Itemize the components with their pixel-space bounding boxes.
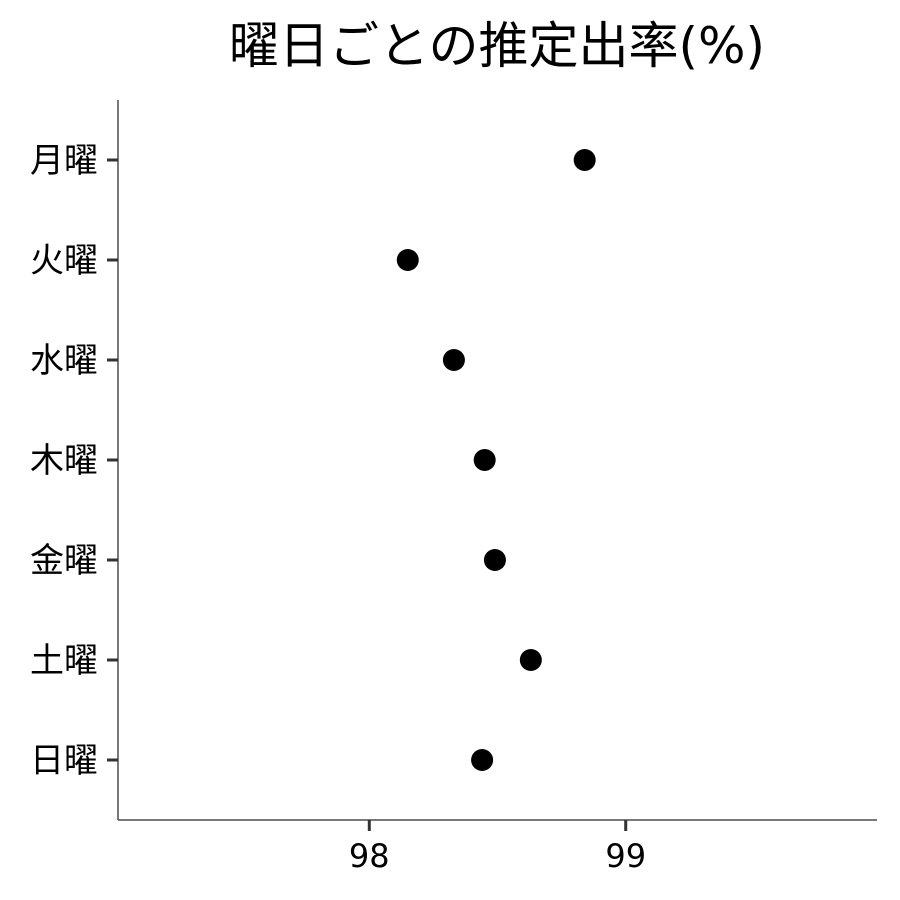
chart-title: 曜日ごとの推定出率(%) [229, 17, 765, 75]
data-point [471, 749, 494, 771]
y-tick-label: 土曜 [30, 641, 98, 681]
data-point [483, 549, 506, 571]
data-point [573, 149, 596, 171]
data-point [396, 249, 419, 271]
data-point [519, 649, 542, 671]
y-tick-label: 水曜 [30, 341, 98, 381]
x-tick-label: 98 [349, 837, 390, 875]
y-tick-label: 木曜 [30, 441, 98, 481]
y-tick-label: 日曜 [30, 741, 98, 781]
data-points [396, 149, 596, 771]
y-tick-label: 火曜 [30, 241, 98, 281]
data-point [442, 349, 465, 371]
y-tick-label: 金曜 [30, 541, 98, 581]
x-tick-label: 99 [605, 837, 646, 875]
y-tick-label: 月曜 [30, 141, 98, 181]
x-axis: 98 99 [349, 820, 646, 875]
data-point [473, 449, 496, 471]
